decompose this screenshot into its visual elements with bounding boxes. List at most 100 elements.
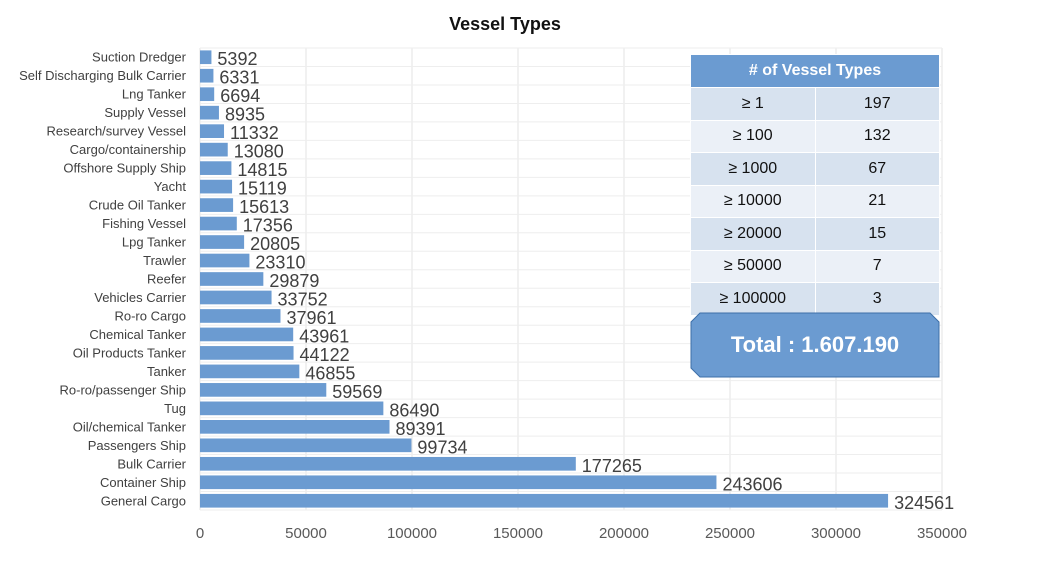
data-label: 29879	[269, 271, 319, 291]
bar	[200, 50, 212, 65]
category-label: Vehicles Carrier	[94, 290, 186, 305]
category-label: Suction Dredger	[92, 50, 187, 65]
category-label: Ro-ro/passenger Ship	[60, 382, 186, 397]
count-cell: 67	[814, 152, 940, 186]
bar	[200, 87, 215, 102]
data-label: 17356	[243, 216, 293, 236]
bar	[200, 161, 232, 175]
category-label: Self Discharging Bulk Carrier	[19, 68, 187, 83]
data-label: 243606	[722, 474, 782, 494]
threshold-cell: ≥ 10000	[690, 184, 816, 218]
bar	[200, 235, 245, 249]
category-label: Cargo/containership	[70, 142, 186, 157]
x-tick-label: 350000	[917, 525, 967, 542]
x-tick-label: 250000	[705, 525, 755, 542]
category-label: Crude Oil Tanker	[89, 198, 187, 213]
bar	[200, 124, 225, 138]
table-row: ≥ 100000 3	[690, 282, 940, 316]
category-label: Trawler	[143, 253, 187, 268]
bar	[200, 105, 219, 120]
x-tick-label: 50000	[285, 525, 327, 542]
count-cell: 197	[814, 87, 940, 121]
x-tick-label: 100000	[387, 525, 437, 542]
bar	[200, 179, 233, 194]
vessel-type-summary-table: # of Vessel Types ≥ 1 197 ≥ 100 132 ≥ 10…	[690, 54, 940, 316]
data-label: 44122	[300, 345, 350, 365]
x-tick-label: 150000	[493, 525, 543, 542]
data-label: 13080	[234, 142, 284, 162]
threshold-cell: ≥ 1000	[690, 152, 816, 186]
category-label: Passengers Ship	[88, 438, 186, 453]
table-row: ≥ 20000 15	[690, 217, 940, 251]
data-label: 20805	[250, 234, 300, 254]
category-label: Lng Tanker	[122, 87, 187, 102]
summary-table-header: # of Vessel Types	[690, 54, 940, 88]
bar	[200, 198, 234, 212]
bar	[200, 346, 294, 360]
threshold-cell: ≥ 50000	[690, 249, 816, 283]
bar	[200, 475, 717, 490]
data-label: 43961	[299, 326, 349, 346]
x-tick-label: 0	[196, 525, 204, 542]
threshold-cell: ≥ 100	[690, 119, 816, 153]
category-label: Oil Products Tanker	[73, 345, 187, 360]
bar	[200, 68, 214, 83]
data-label: 6694	[220, 86, 260, 106]
category-label: Yacht	[154, 179, 187, 194]
count-cell: 15	[814, 217, 940, 251]
table-row: ≥ 100 132	[690, 119, 940, 153]
bar	[200, 493, 889, 508]
category-label: Reefer	[147, 272, 187, 287]
category-label: Research/survey Vessel	[47, 124, 187, 139]
category-label: Container Ship	[100, 475, 186, 490]
data-label: 89391	[396, 419, 446, 439]
data-label: 59569	[332, 382, 382, 402]
total-label: Total : 1.607.190	[730, 332, 900, 357]
data-label: 11332	[230, 123, 279, 143]
category-label: Tanker	[147, 364, 187, 379]
data-label: 5392	[217, 49, 257, 69]
total-callout-shape	[690, 312, 940, 378]
category-label: Bulk Carrier	[117, 456, 186, 471]
table-row: ≥ 1 197	[690, 87, 940, 121]
category-label: Offshore Supply Ship	[63, 161, 186, 176]
threshold-cell: ≥ 1	[690, 87, 816, 121]
table-row: ≥ 10000 21	[690, 184, 940, 218]
table-row: ≥ 50000 7	[690, 249, 940, 283]
data-label: 14815	[237, 160, 287, 180]
data-label: 37961	[286, 308, 336, 328]
bar	[200, 253, 250, 268]
category-label: Supply Vessel	[104, 105, 186, 120]
category-label: Ro-ro Cargo	[114, 308, 186, 323]
data-label: 177265	[582, 456, 642, 476]
count-cell: 3	[814, 282, 940, 316]
bar	[200, 401, 384, 416]
x-tick-label: 300000	[811, 525, 861, 542]
category-label: Tug	[164, 401, 186, 416]
count-cell: 21	[814, 184, 940, 218]
bar	[200, 272, 264, 286]
data-label: 86490	[389, 400, 439, 420]
bar	[200, 364, 300, 379]
x-tick-label: 200000	[599, 525, 649, 542]
category-label: Oil/chemical Tanker	[73, 419, 187, 434]
bar	[200, 420, 390, 434]
data-label: 23310	[255, 253, 305, 273]
total-callout: Total : 1.607.190	[690, 312, 940, 378]
bar	[200, 438, 412, 453]
data-label: 15613	[239, 197, 289, 217]
bar	[200, 383, 327, 397]
data-label: 15119	[238, 179, 287, 199]
bar	[200, 142, 228, 157]
count-cell: 7	[814, 249, 940, 283]
data-label: 6331	[219, 68, 259, 88]
data-label: 46855	[305, 363, 355, 383]
data-label: 324561	[894, 493, 954, 513]
bar	[200, 290, 272, 305]
data-label: 99734	[417, 437, 467, 457]
bar	[200, 327, 294, 342]
data-label: 8935	[225, 105, 265, 125]
category-label: Chemical Tanker	[89, 327, 186, 342]
bar	[200, 309, 281, 323]
